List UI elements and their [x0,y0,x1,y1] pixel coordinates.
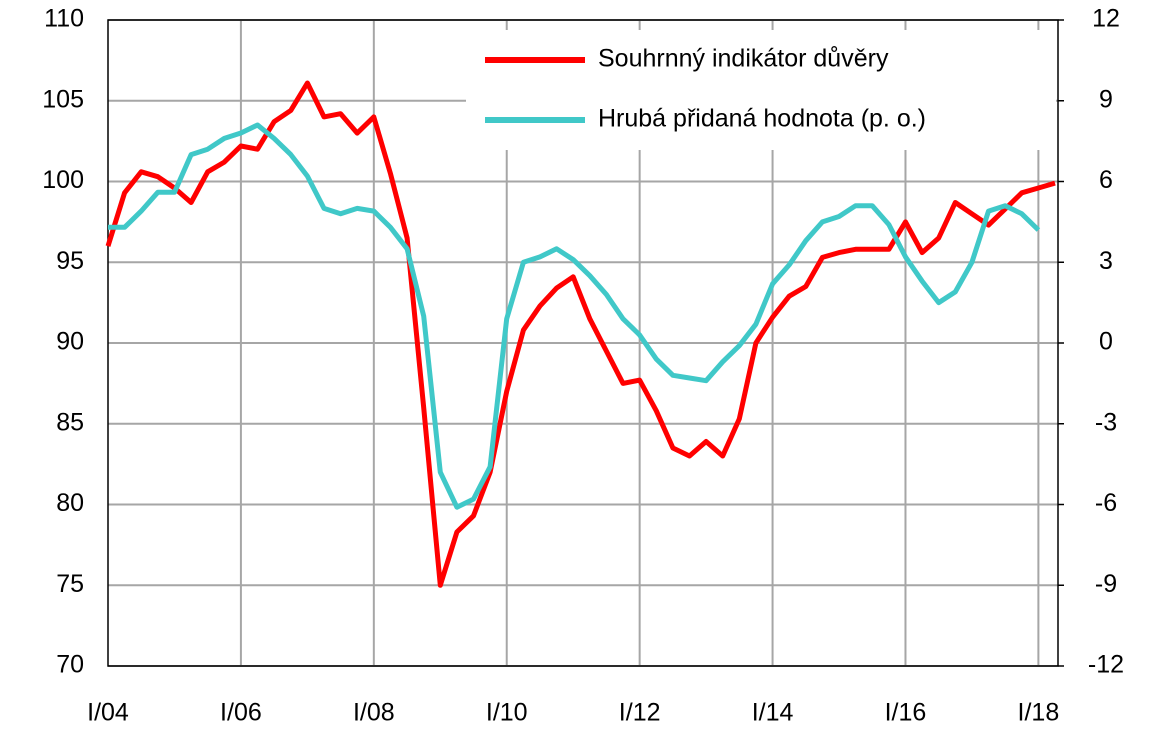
y-tick-label: 95 [56,247,84,275]
x-tick-label: I/18 [1018,699,1060,727]
y-tick-label: 80 [56,489,84,517]
y2-tick-label: 0 [1099,328,1113,356]
y-tick-label: 105 [42,85,84,113]
y2-tick-label: -6 [1095,489,1117,517]
y-tick-label: 110 [44,5,84,33]
y2-tick-label: -9 [1095,570,1117,598]
y-tick-label: 75 [56,570,84,598]
series-line [105,80,1056,588]
y-tick-label: 90 [56,328,84,356]
x-tick-label: I/16 [885,699,927,727]
legend-label: Souhrnný indikátor důvěry [598,45,889,73]
y2-tick-label: 6 [1099,166,1113,194]
y2-tick-label: 3 [1099,247,1113,275]
y2-tick-label: 12 [1092,5,1120,33]
y-tick-label: 85 [56,408,84,436]
y2-tick-label: 9 [1099,85,1113,113]
x-tick-label: I/06 [220,699,262,727]
series-line [108,122,1041,510]
y2-tick-label: -3 [1095,408,1117,436]
x-tick-label: I/10 [486,699,528,727]
y-tick-label: 100 [42,166,84,194]
x-tick-label: I/04 [87,699,129,727]
y-tick-label: 70 [56,651,84,679]
x-tick-label: I/12 [619,699,661,727]
x-tick-label: I/14 [752,699,794,727]
legend-box [466,30,1056,150]
plot-frame [107,19,1059,667]
legend-label: Hrubá přidaná hodnota (p. o.) [598,105,926,133]
x-tick-label: I/08 [353,699,395,727]
y2-tick-label: -12 [1088,651,1124,679]
